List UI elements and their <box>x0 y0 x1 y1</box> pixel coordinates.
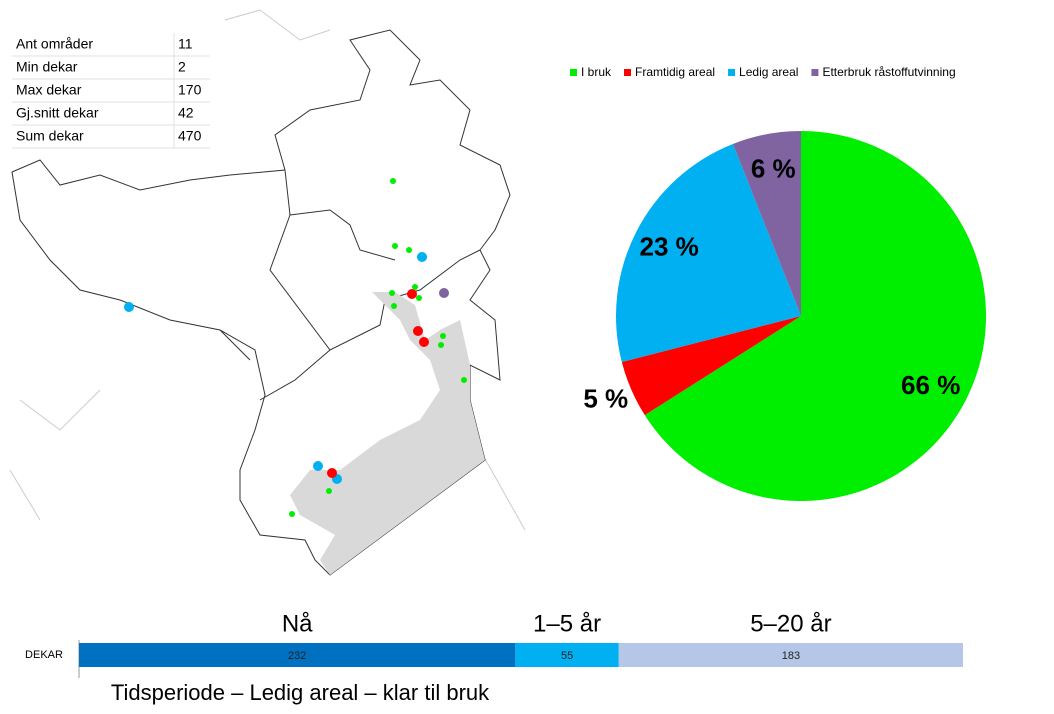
data-label: 66 % <box>901 370 960 400</box>
pie-slice <box>644 131 986 502</box>
data-label: 232 <box>288 650 306 662</box>
legend-label: I bruk <box>581 65 612 79</box>
sea <box>290 292 485 575</box>
legend-label: Nå <box>282 610 313 637</box>
map-dot <box>419 337 429 347</box>
legend-label: 5–20 år <box>750 610 831 637</box>
legend-label: Ledig areal <box>739 65 798 79</box>
map-dot <box>313 461 323 471</box>
legend-marker <box>811 69 819 76</box>
table-cell: 42 <box>178 105 194 121</box>
legend-label: Etterbruk råstoffutvinning <box>822 65 955 79</box>
x-axis-title: Tidsperiode – Ledig areal – klar til bru… <box>111 680 490 705</box>
bar-segment <box>515 643 619 667</box>
legend-label: 1–5 år <box>533 610 601 637</box>
table-cell: Max dekar <box>16 82 82 98</box>
bar-segment <box>618 643 963 667</box>
map-dot <box>327 468 337 478</box>
data-label: 183 <box>782 650 800 662</box>
map-outline <box>9 9 526 531</box>
pie-slice <box>732 131 801 316</box>
table-cell: Min dekar <box>16 59 78 75</box>
map-border <box>11 29 511 576</box>
data-label: 6 % <box>751 153 796 183</box>
table-cell: 170 <box>178 82 202 98</box>
table-cell: 2 <box>178 59 186 75</box>
legend-marker <box>570 69 577 76</box>
table-cell: Ant områder <box>16 36 93 52</box>
legend-marker <box>624 69 632 76</box>
map-dot <box>413 326 423 336</box>
legend-label: Framtidig areal <box>635 65 715 79</box>
data-label: 23 % <box>639 232 698 262</box>
pie-slice <box>616 143 801 363</box>
map-dot <box>439 288 449 298</box>
bar-segment <box>79 643 516 667</box>
legend-marker <box>728 69 736 76</box>
table-cell: Gj.snitt dekar <box>16 105 99 121</box>
map <box>9 9 526 576</box>
data-label: 5 % <box>583 383 628 413</box>
pie-slice <box>621 316 801 416</box>
map-dot <box>124 302 134 312</box>
map-dot <box>417 252 427 262</box>
stats-table: Ant områder 11 Min dekar 2 Max dekar 170 Gj.sn… <box>12 33 210 149</box>
map-dot <box>407 289 417 299</box>
data-label: 55 <box>561 650 573 662</box>
map-small-dots <box>289 178 467 517</box>
table-cell: 470 <box>178 128 202 144</box>
y-tick-label: DEKAR <box>25 649 63 661</box>
table-cell: Sum dekar <box>16 128 84 144</box>
table-cell: 11 <box>178 36 193 52</box>
